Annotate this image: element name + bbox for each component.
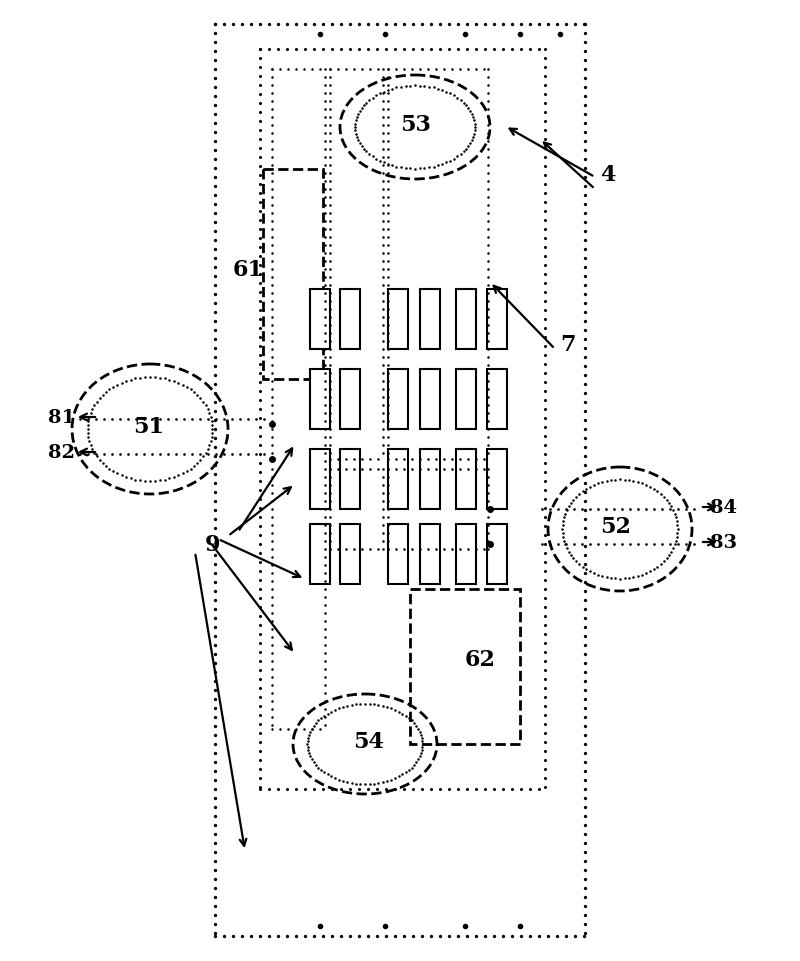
Bar xyxy=(310,289,330,350)
Bar xyxy=(420,450,440,509)
Text: 53: 53 xyxy=(400,114,431,136)
Text: 81: 81 xyxy=(48,408,75,427)
Bar xyxy=(263,170,323,380)
Bar xyxy=(456,525,476,584)
Text: 61: 61 xyxy=(233,259,264,281)
Bar xyxy=(340,289,360,350)
Bar xyxy=(388,450,408,509)
Text: 82: 82 xyxy=(48,444,75,461)
Bar xyxy=(487,450,507,509)
Text: 52: 52 xyxy=(600,515,631,537)
Bar xyxy=(310,525,330,584)
Bar xyxy=(340,370,360,430)
Text: 54: 54 xyxy=(353,730,384,752)
Bar xyxy=(388,289,408,350)
Bar xyxy=(310,370,330,430)
Bar xyxy=(456,289,476,350)
Bar xyxy=(410,589,520,744)
Bar xyxy=(487,289,507,350)
Bar xyxy=(420,370,440,430)
Text: 7: 7 xyxy=(560,333,575,356)
Text: 51: 51 xyxy=(133,415,164,437)
Text: 83: 83 xyxy=(710,533,737,552)
Bar xyxy=(340,525,360,584)
Bar xyxy=(456,450,476,509)
Text: 62: 62 xyxy=(465,649,496,671)
Bar xyxy=(388,370,408,430)
Bar xyxy=(487,525,507,584)
Bar xyxy=(456,370,476,430)
Bar xyxy=(310,450,330,509)
Bar xyxy=(340,450,360,509)
Text: 9: 9 xyxy=(205,533,221,555)
Bar xyxy=(487,370,507,430)
Bar xyxy=(388,525,408,584)
Text: 84: 84 xyxy=(710,499,737,516)
Text: 4: 4 xyxy=(600,163,615,185)
Bar xyxy=(420,525,440,584)
Bar xyxy=(420,289,440,350)
